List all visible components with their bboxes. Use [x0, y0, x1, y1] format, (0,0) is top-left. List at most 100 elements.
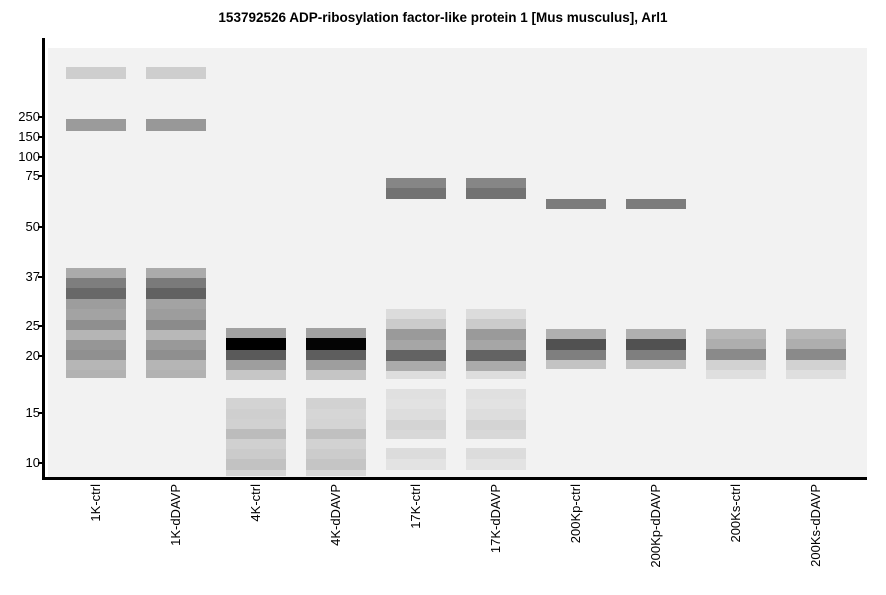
gel-band — [66, 299, 126, 309]
gel-band — [226, 350, 286, 360]
gel-band — [226, 398, 286, 409]
gel-band — [66, 268, 126, 278]
gel-band — [786, 329, 846, 339]
gel-band — [386, 178, 446, 188]
y-tick-mark — [38, 276, 43, 278]
gel-band — [306, 429, 366, 439]
gel-band — [626, 360, 686, 369]
gel-band — [306, 350, 366, 360]
gel-band — [386, 409, 446, 420]
x-axis-label: 4K-dDAVP — [328, 484, 343, 546]
y-tick-mark — [38, 136, 43, 138]
gel-band — [546, 329, 606, 339]
gel-band — [466, 389, 526, 399]
gel-band — [466, 188, 526, 199]
gel-band — [386, 389, 446, 399]
y-tick-mark — [38, 226, 43, 228]
y-tick-label: 10 — [25, 455, 40, 470]
gel-band — [786, 339, 846, 349]
gel-band — [466, 361, 526, 371]
y-tick-label: 100 — [18, 149, 40, 164]
x-axis-label: 200Ks-ctrl — [728, 484, 743, 543]
gel-band — [226, 439, 286, 449]
y-tick-label: 15 — [25, 405, 40, 420]
gel-band — [706, 329, 766, 339]
gel-band — [226, 429, 286, 439]
gel-band — [146, 350, 206, 360]
y-tick-mark — [38, 462, 43, 464]
gel-band — [306, 419, 366, 429]
y-tick-label: 25 — [25, 318, 40, 333]
x-axis-label: 1K-dDAVP — [168, 484, 183, 546]
gel-band — [546, 199, 606, 209]
gel-band — [146, 278, 206, 288]
y-tick-label: 150 — [18, 129, 40, 144]
gel-band — [386, 329, 446, 340]
gel-band — [466, 178, 526, 188]
gel-band — [466, 459, 526, 470]
gel-band — [466, 329, 526, 340]
gel-band — [306, 470, 366, 476]
x-axis-label: 200Kp-ctrl — [568, 484, 583, 544]
gel-band — [146, 119, 206, 131]
gel-band — [226, 459, 286, 470]
gel-band — [146, 370, 206, 378]
gel-band — [626, 350, 686, 360]
gel-band — [66, 119, 126, 131]
gel-band — [66, 278, 126, 288]
x-axis-label: 4K-ctrl — [248, 484, 263, 522]
gel-band — [226, 360, 286, 370]
gel-band — [66, 330, 126, 340]
y-tick-mark — [38, 412, 43, 414]
gel-band — [466, 420, 526, 430]
x-axis-label: 17K-dDAVP — [488, 484, 503, 554]
gel-band — [146, 67, 206, 79]
gel-band — [226, 338, 286, 350]
gel-band — [146, 268, 206, 278]
gel-band — [386, 459, 446, 470]
gel-band — [386, 430, 446, 439]
gel-band — [306, 459, 366, 470]
gel-band — [386, 448, 446, 459]
gel-band — [146, 330, 206, 340]
x-axis-line — [42, 477, 867, 480]
gel-band — [626, 339, 686, 350]
gel-band — [706, 370, 766, 379]
y-tick-label: 20 — [25, 348, 40, 363]
gel-band — [66, 370, 126, 378]
gel-band — [706, 349, 766, 360]
gel-band — [386, 371, 446, 379]
gel-band — [146, 320, 206, 330]
gel-band — [546, 350, 606, 360]
gel-band — [786, 349, 846, 360]
gel-band — [706, 339, 766, 349]
gel-band — [306, 439, 366, 449]
gel-band — [466, 309, 526, 319]
gel-band — [386, 350, 446, 361]
gel-band — [466, 350, 526, 361]
gel-band — [66, 340, 126, 350]
gel-band — [226, 419, 286, 429]
gel-band — [66, 288, 126, 299]
gel-band — [386, 188, 446, 199]
gel-band — [386, 319, 446, 329]
gel-band — [386, 340, 446, 350]
x-axis-label: 1K-ctrl — [88, 484, 103, 522]
gel-band — [66, 309, 126, 320]
gel-band — [226, 370, 286, 380]
gel-band — [66, 320, 126, 330]
gel-band — [386, 309, 446, 319]
y-tick-mark — [38, 156, 43, 158]
gel-band — [786, 370, 846, 379]
gel-band — [466, 448, 526, 459]
y-tick-label: 50 — [25, 219, 40, 234]
gel-band — [146, 360, 206, 370]
gel-band — [66, 360, 126, 370]
plot-area — [48, 48, 867, 477]
gel-band — [466, 371, 526, 379]
gel-band — [386, 420, 446, 430]
gel-band — [546, 360, 606, 369]
gel-band — [386, 361, 446, 371]
y-tick-label: 250 — [18, 109, 40, 124]
